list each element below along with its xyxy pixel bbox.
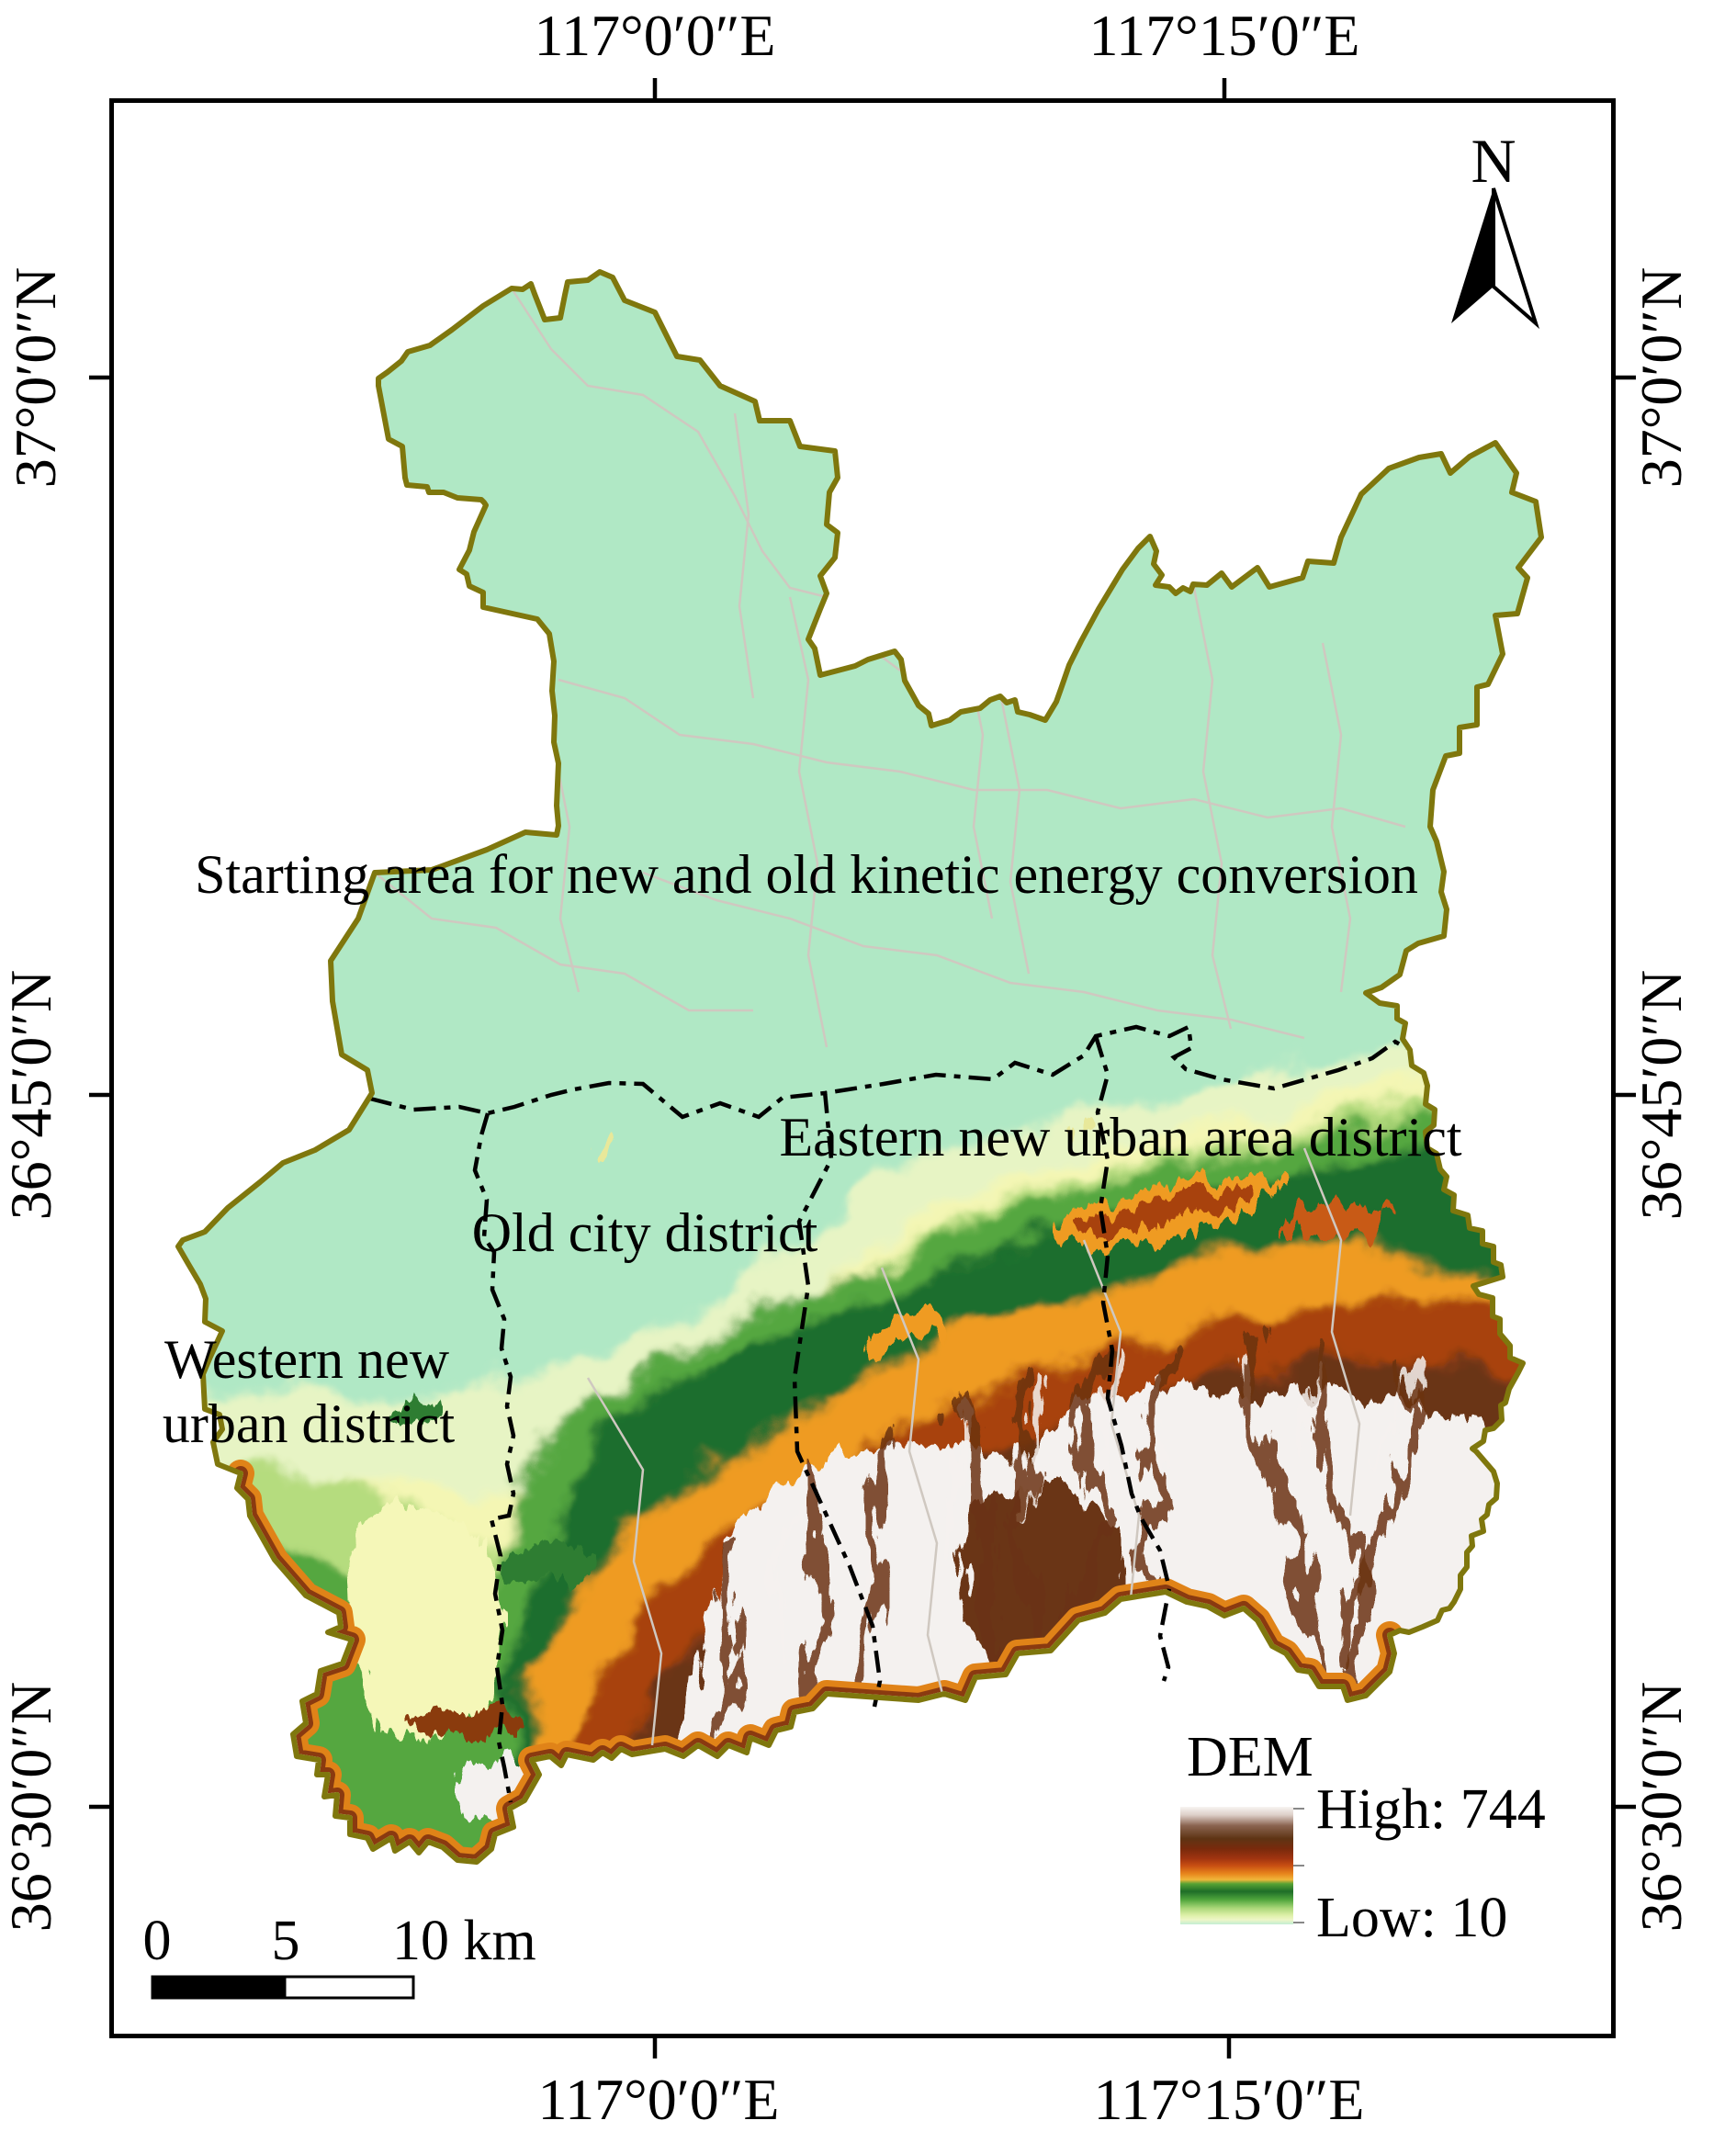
svg-text:36°45′0″N: 36°45′0″N — [1629, 970, 1694, 1220]
svg-text:10 km: 10 km — [392, 1910, 536, 1972]
svg-text:Western new: Western new — [164, 1329, 450, 1390]
svg-text:37°0′0″N: 37°0′0″N — [1629, 267, 1694, 488]
svg-text:117°0′0″E: 117°0′0″E — [538, 2067, 780, 2132]
svg-text:5: 5 — [272, 1910, 300, 1972]
svg-text:High: 744: High: 744 — [1316, 1778, 1546, 1841]
svg-text:37°0′0″N: 37°0′0″N — [3, 267, 68, 488]
svg-text:117°0′0″E: 117°0′0″E — [535, 3, 776, 68]
svg-text:Starting area for new and old: Starting area for new and old kinetic en… — [195, 844, 1418, 905]
svg-text:Eastern new urban area distric: Eastern new urban area district — [780, 1107, 1462, 1167]
svg-text:N: N — [1471, 126, 1516, 196]
svg-text:Low: 10: Low: 10 — [1316, 1887, 1507, 1949]
svg-text:Old city district: Old city district — [472, 1202, 818, 1263]
svg-text:117°15′0″E: 117°15′0″E — [1094, 2067, 1365, 2132]
svg-text:36°30′0″N: 36°30′0″N — [0, 1682, 63, 1932]
svg-text:0: 0 — [143, 1910, 172, 1972]
svg-text:117°15′0″E: 117°15′0″E — [1089, 3, 1360, 68]
svg-text:DEM: DEM — [1187, 1726, 1313, 1788]
svg-text:urban district: urban district — [163, 1393, 456, 1454]
svg-text:36°45′0″N: 36°45′0″N — [0, 970, 63, 1220]
svg-text:36°30′0″N: 36°30′0″N — [1629, 1682, 1694, 1932]
